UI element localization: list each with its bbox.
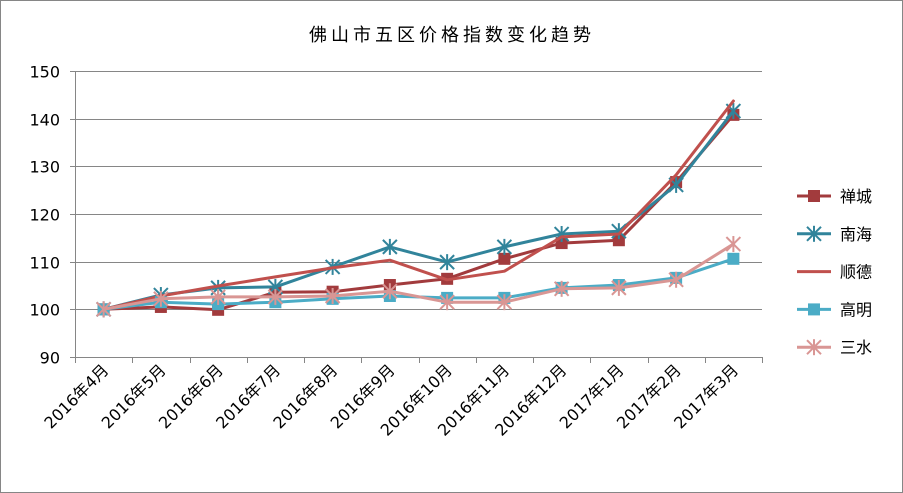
legend-marker [806,339,822,356]
chart-title: 佛山市五区价格指数变化趋势 [309,25,595,46]
legend-label: 三水 [840,338,872,357]
data-point [612,234,625,247]
legend-item: 顺德 [797,263,872,282]
legend-item: 三水 [797,338,872,357]
data-point [153,290,169,307]
data-point [210,288,226,305]
data-point [496,294,513,311]
legend-marker [806,225,822,242]
data-point [496,238,513,255]
data-point [498,252,511,265]
data-point [553,280,570,297]
y-tick-label: 90 [40,349,60,368]
y-tick-label: 110 [29,254,60,273]
series-line [102,113,735,312]
legend-label: 顺德 [840,263,872,282]
data-point [382,283,398,300]
data-point [439,294,455,311]
legend-marker [808,190,820,202]
legend-label: 南海 [840,225,872,244]
legend-item: 高明 [797,300,872,319]
series-3 [102,99,735,311]
y-tick-label: 100 [29,301,60,320]
data-point [727,252,740,265]
data-point [324,287,341,304]
y-tick-label: 120 [29,206,60,225]
legend-label: 高明 [840,300,872,319]
legend-label: 禅城 [840,187,872,206]
y-tick-label: 140 [29,111,60,130]
data-point [95,301,112,318]
y-axis: 90 100 110 120 130 140 150 [29,63,76,368]
series-line [102,99,735,311]
legend-item: 禅城 [797,187,872,206]
series-5 [95,236,742,318]
series-group [95,99,742,318]
data-point [668,271,684,288]
data-point [611,279,627,296]
y-tick-label: 130 [29,158,60,177]
data-point [267,288,284,305]
data-point [611,223,627,240]
y-tick-label: 150 [29,63,60,82]
data-point [725,236,742,253]
series-line [102,242,735,311]
legend-marker [808,303,820,316]
legend-item: 南海 [797,225,872,244]
data-point [439,254,455,271]
data-point [382,238,398,255]
